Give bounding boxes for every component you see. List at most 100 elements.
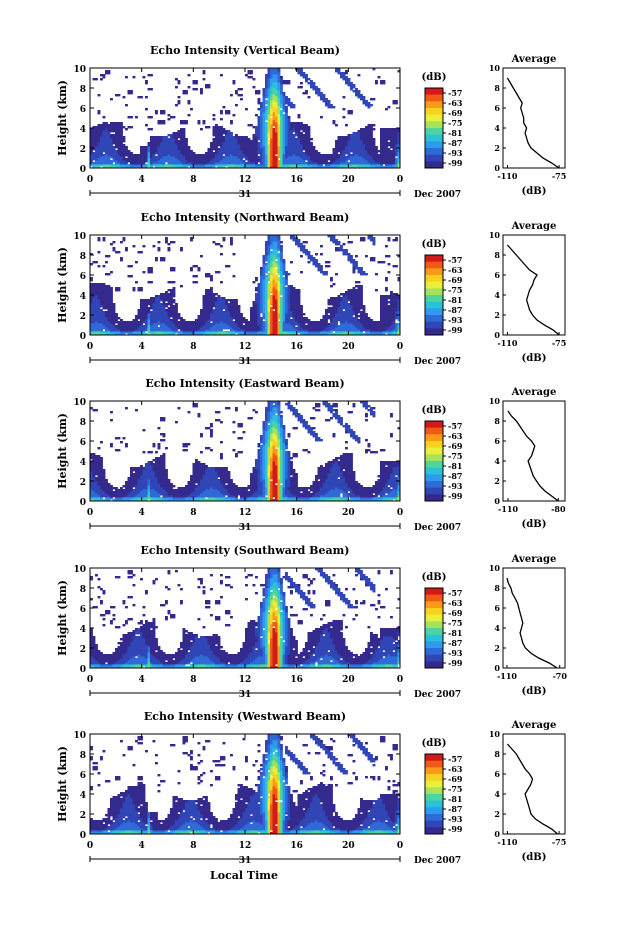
heatmap-cell [262, 126, 266, 129]
heatmap-cell [267, 116, 271, 119]
heatmap-cell [295, 299, 298, 302]
heatmap-cell [130, 126, 133, 129]
heatmap-cell [115, 162, 118, 165]
heatmap-cell [162, 305, 166, 308]
heatmap-cell [357, 319, 361, 322]
heatmap-cell [205, 152, 208, 155]
heatmap-cell [137, 162, 141, 165]
heatmap-cell [307, 134, 311, 137]
heatmap-cell [297, 114, 301, 117]
heatmap-cell [390, 154, 393, 157]
heatmap-cell [187, 329, 191, 332]
heatmap-cell [175, 164, 178, 167]
heatmap-cell [90, 301, 93, 304]
heatmap-cell [222, 321, 226, 324]
heatmap-cell [205, 299, 208, 302]
heatmap-cell [360, 158, 363, 161]
heatmap-cell [322, 319, 326, 322]
heatmap-cell [100, 311, 103, 314]
heatmap-cell [302, 333, 306, 336]
heatmap-cell [345, 291, 348, 294]
heatmap-cell [350, 307, 353, 310]
heatmap-cell [347, 150, 351, 153]
heatmap-cell [257, 295, 261, 298]
heatmap-cell [325, 166, 328, 169]
heatmap-cell [230, 134, 233, 137]
heatmap-cell [212, 146, 216, 149]
heatmap-cell [187, 148, 191, 151]
heatmap-cell [225, 158, 228, 161]
heatmap-cell [250, 140, 253, 143]
heatmap-cell [202, 166, 206, 169]
heatmap-cell [290, 315, 293, 318]
heatmap-cell [345, 319, 348, 322]
heatmap-cell [165, 291, 168, 294]
heatmap-cell [297, 243, 301, 246]
heatmap-cell [335, 70, 338, 73]
heatmap-cell [290, 331, 293, 334]
heatmap-cell [90, 333, 93, 336]
heatmap-cell [272, 132, 276, 135]
heatmap-cell [270, 148, 273, 151]
heatmap-cell [120, 319, 123, 322]
heatmap-cell [125, 323, 128, 326]
heatmap-cell [277, 90, 281, 93]
xtick-label: 0 [397, 175, 403, 185]
heatmap-cell [310, 148, 313, 151]
heatmap-cell [265, 124, 268, 127]
heatmap-cell [357, 150, 361, 153]
heatmap-cell [315, 162, 318, 165]
heatmap-cell [265, 259, 268, 262]
heatmap-cell [282, 287, 286, 290]
heatmap-cell [102, 313, 106, 316]
heatmap-cell [222, 333, 226, 336]
heatmap-cell [337, 305, 341, 308]
heatmap-cell [360, 162, 363, 165]
heatmap-cell [207, 333, 211, 336]
heatmap-cell [222, 331, 226, 334]
heatmap-cell [352, 138, 356, 141]
heatmap-cell [392, 134, 396, 137]
heatmap-cell [345, 295, 348, 298]
heatmap-cell [245, 327, 248, 330]
heatmap-cell [127, 265, 131, 268]
heatmap-cell [190, 325, 193, 328]
heatmap-cell [342, 313, 346, 316]
heatmap-cell [300, 140, 303, 143]
heatmap-cell [337, 160, 341, 163]
heatmap-cell [352, 90, 356, 93]
heatmap-cell [285, 102, 288, 105]
heatmap-cell [300, 154, 303, 157]
heatmap-cell [330, 325, 333, 328]
heatmap-cell [282, 142, 286, 145]
heatmap-cell [305, 80, 308, 83]
heatmap-cell [105, 315, 108, 318]
heatmap-cell [265, 323, 268, 326]
heatmap-cell [282, 98, 286, 101]
heatmap-cell [102, 265, 106, 268]
heatmap-cell [272, 80, 276, 83]
heatmap-cell [345, 333, 348, 336]
heatmap-cell [112, 249, 116, 252]
heatmap-cell [340, 315, 343, 318]
heatmap-cell [177, 82, 181, 85]
heatmap-cell [265, 142, 268, 145]
heatmap-cell [290, 329, 293, 332]
heatmap-cell [397, 138, 401, 141]
heatmap-cell [300, 329, 303, 332]
heatmap-cell [292, 291, 296, 294]
heatmap-cell [172, 329, 176, 332]
heatmap-cell [227, 311, 231, 314]
heatmap-cell [102, 76, 106, 79]
heatmap-cell [245, 325, 248, 328]
heatmap-cell [350, 327, 353, 330]
heatmap-cell [395, 138, 398, 141]
heatmap-cell [207, 297, 211, 300]
heatmap-cell [267, 317, 271, 320]
heatmap-cell [210, 166, 213, 169]
heatmap-cell [327, 317, 331, 320]
heatmap-cell [227, 303, 231, 306]
heatmap-cell [282, 261, 286, 264]
heatmap-cell [275, 98, 278, 101]
heatmap-cell [275, 241, 278, 244]
